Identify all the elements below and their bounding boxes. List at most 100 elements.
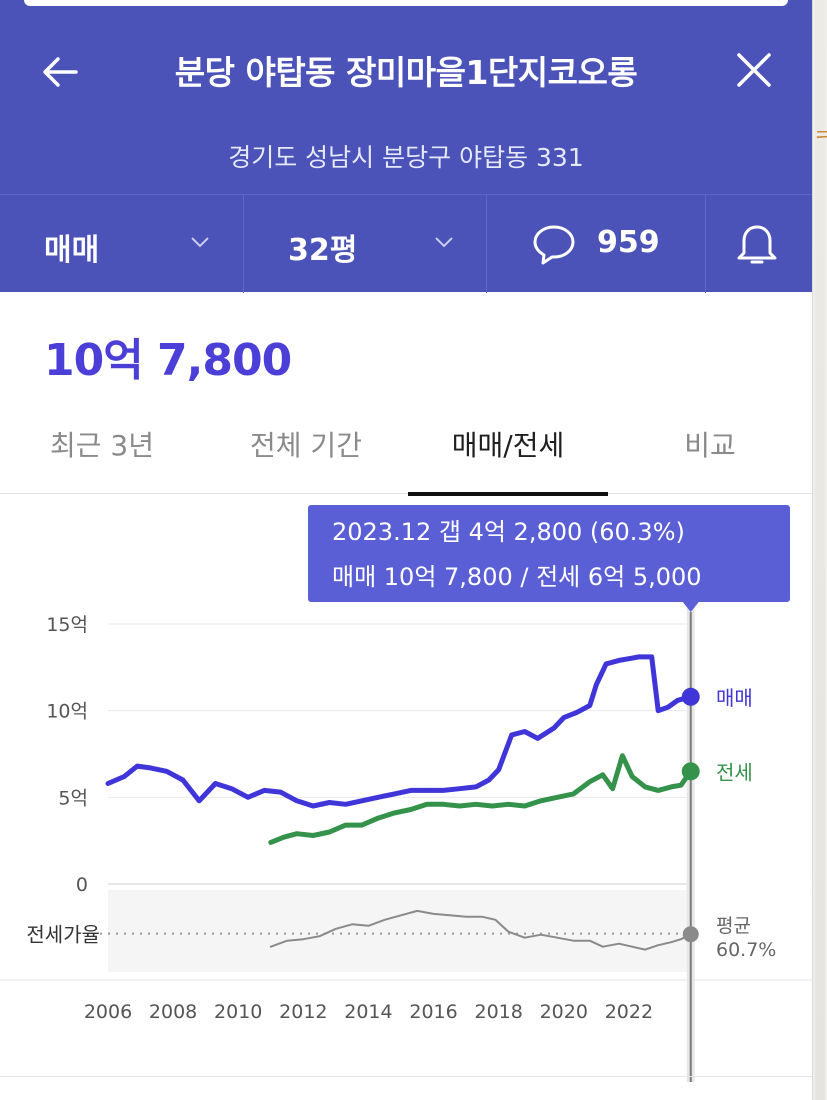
chevron-down-icon xyxy=(435,237,453,248)
data-point xyxy=(270,946,272,948)
data-point xyxy=(286,940,288,942)
data-point xyxy=(328,831,330,833)
series-label-sale: 매매 xyxy=(716,686,753,710)
data-point xyxy=(377,796,379,798)
data-point xyxy=(247,796,249,798)
data-point xyxy=(556,796,558,798)
data-point xyxy=(556,937,558,939)
data-point xyxy=(335,928,337,930)
data-point xyxy=(416,910,418,912)
panel-top-strip xyxy=(24,0,788,6)
data-point xyxy=(459,788,461,790)
tooltip-box xyxy=(308,505,790,602)
comments-button[interactable]: 959 xyxy=(487,195,706,293)
y-tick-label: 5억 xyxy=(58,787,88,809)
data-point xyxy=(270,841,272,843)
chart-tabs: 최근 3년 전체 기간 매매/전세 비교 xyxy=(0,410,812,496)
address-text: 경기도 성남시 분당구 야탑동 331 xyxy=(228,143,584,172)
tab-all-period[interactable]: 전체 기간 xyxy=(250,429,362,462)
alert-button[interactable] xyxy=(706,195,812,293)
back-arrow-icon[interactable] xyxy=(38,48,86,96)
data-point xyxy=(214,783,216,784)
data-point xyxy=(618,659,620,661)
data-point xyxy=(638,656,640,658)
data-point xyxy=(351,923,353,925)
data-point xyxy=(426,789,428,791)
data-point xyxy=(628,658,630,660)
bottom-divider xyxy=(0,1076,812,1077)
series-end-marker xyxy=(681,762,700,781)
data-point xyxy=(312,835,314,836)
data-point xyxy=(442,803,444,805)
data-point xyxy=(312,805,314,807)
data-point xyxy=(367,925,369,927)
data-point xyxy=(524,805,526,807)
data-point xyxy=(631,946,633,948)
chevron-down-icon xyxy=(191,237,209,248)
data-point xyxy=(296,833,298,835)
size-dropdown[interactable]: 32평 xyxy=(244,195,487,293)
average-value: 60.7% xyxy=(716,939,776,961)
data-point xyxy=(302,938,304,940)
data-point xyxy=(319,935,321,937)
data-point xyxy=(231,788,233,790)
data-point xyxy=(589,940,591,942)
data-point xyxy=(670,941,672,943)
data-point xyxy=(394,812,395,814)
data-point xyxy=(123,776,125,777)
data-point xyxy=(621,755,623,757)
data-point xyxy=(361,824,363,826)
data-point xyxy=(182,779,184,781)
data-point xyxy=(537,737,539,739)
ratio-axis-label: 전세가율 xyxy=(26,923,100,947)
tab-compare[interactable]: 비교 xyxy=(684,429,736,462)
data-point xyxy=(680,784,682,786)
x-tick-label: 2006 xyxy=(84,1001,132,1023)
data-point xyxy=(296,800,298,802)
data-point xyxy=(459,805,461,807)
data-point xyxy=(410,789,412,791)
data-point xyxy=(507,803,509,805)
data-point xyxy=(475,803,477,805)
speech-bubble-icon xyxy=(533,225,575,265)
data-point xyxy=(328,802,330,803)
data-point xyxy=(491,805,493,807)
data-point xyxy=(345,803,347,805)
trade-type-dropdown[interactable]: 매매 xyxy=(0,195,244,293)
data-point xyxy=(573,940,574,942)
data-point xyxy=(644,786,646,788)
size-label: 32평 xyxy=(288,233,358,268)
data-point xyxy=(540,800,542,802)
data-point xyxy=(602,946,604,948)
data-point xyxy=(433,913,435,915)
average-label: 평균 xyxy=(716,915,751,937)
data-point xyxy=(589,705,591,706)
x-tick-label: 2020 xyxy=(540,1001,588,1023)
y-tick-label: 15억 xyxy=(46,614,88,636)
data-point xyxy=(680,938,682,940)
data-point xyxy=(540,934,542,936)
x-tick-label: 2022 xyxy=(605,1001,653,1023)
data-point xyxy=(107,783,109,784)
y-tick-label: 10억 xyxy=(46,701,88,723)
close-icon[interactable] xyxy=(730,46,778,94)
price-chart[interactable]: 15억 10억 5억 0 전세가율 2006 2008 2010 2012 2014 2016 201… xyxy=(0,494,812,1100)
bell-icon xyxy=(737,225,777,264)
current-price: 10억 7,800 xyxy=(44,335,292,386)
data-point xyxy=(481,916,483,918)
ratio-band-background xyxy=(108,890,694,972)
panel-header: 분당 야탑동 장미마을1단지코오롱 경기도 성남시 분당구 야탑동 331 매매… xyxy=(0,0,812,293)
data-point xyxy=(149,767,151,769)
x-tick-label: 2010 xyxy=(214,1001,262,1023)
data-point xyxy=(618,943,620,945)
data-point xyxy=(657,789,659,791)
tooltip-line-1: 2023.12 갭 4억 2,800 (60.3%) xyxy=(332,518,685,546)
data-point xyxy=(589,781,591,783)
data-point xyxy=(524,937,526,939)
data-point xyxy=(605,663,607,665)
tab-recent-3y[interactable]: 최근 3년 xyxy=(50,429,154,462)
tab-sale-jeonse[interactable]: 매매/전세 xyxy=(408,410,608,496)
data-point xyxy=(384,919,386,921)
x-tick-label: 2018 xyxy=(474,1001,522,1023)
data-point xyxy=(488,779,490,781)
